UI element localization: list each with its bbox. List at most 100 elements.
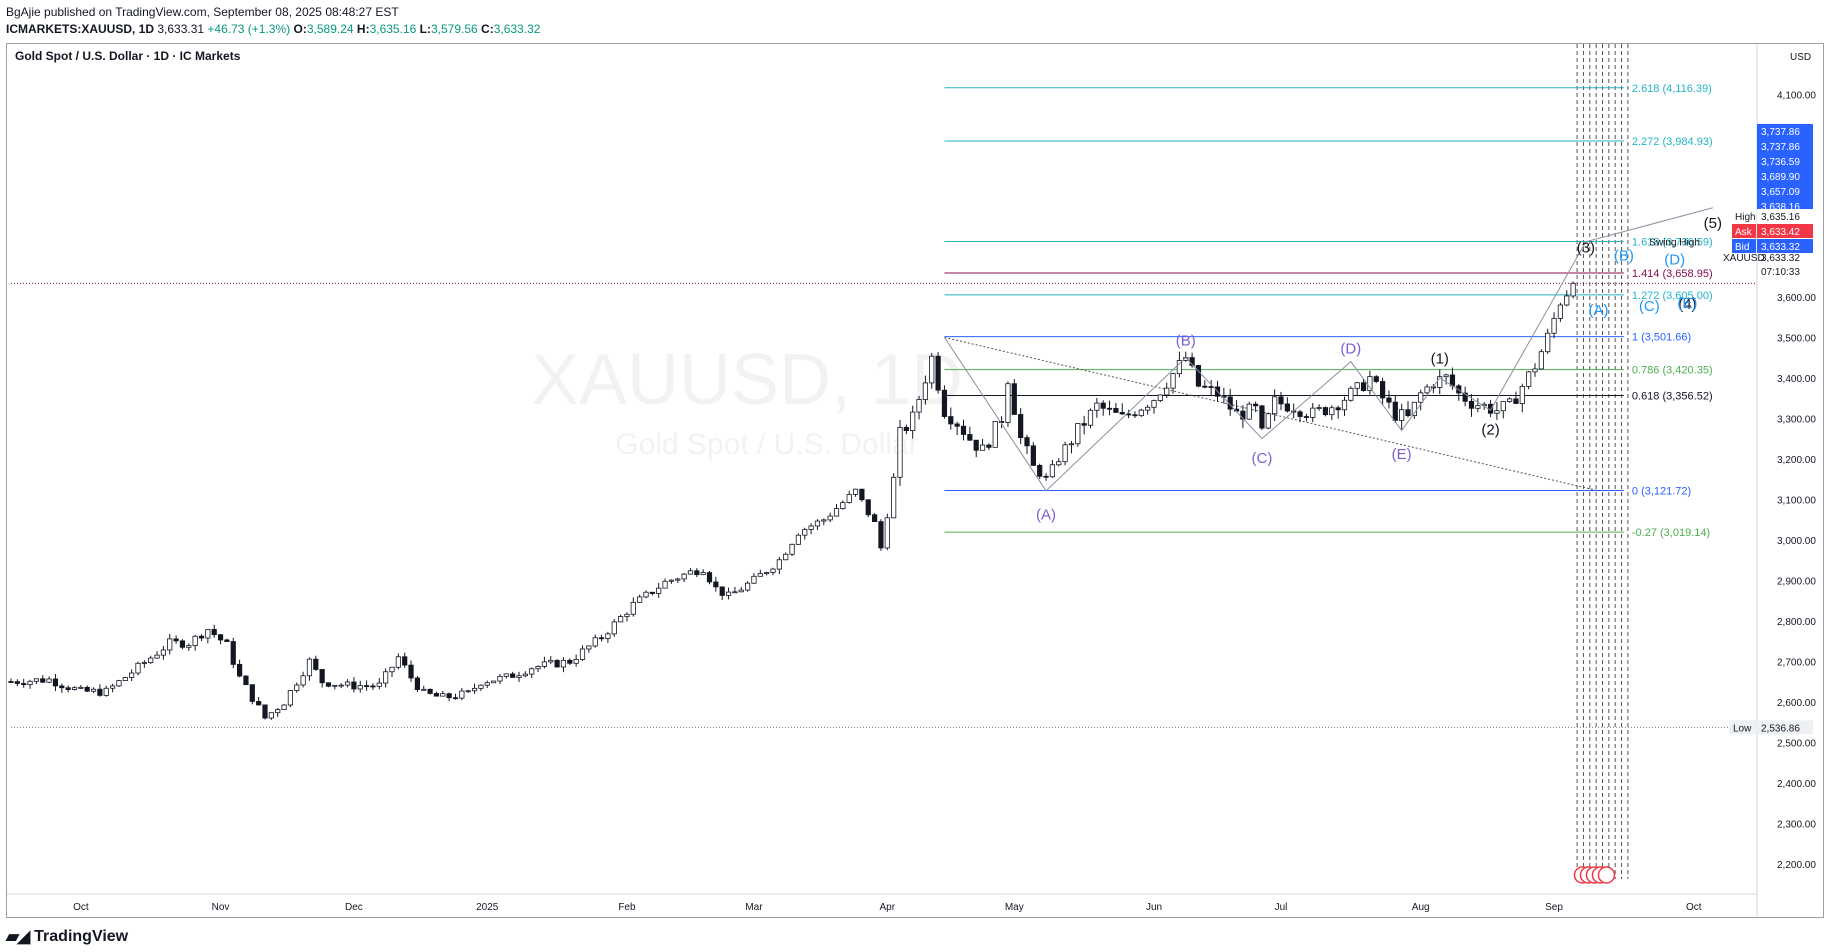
- candle-body[interactable]: [960, 425, 967, 435]
- candle-body[interactable]: [71, 687, 78, 690]
- candle-body[interactable]: [262, 704, 268, 719]
- candle-body[interactable]: [852, 488, 859, 495]
- candle-body[interactable]: [535, 666, 541, 670]
- price-chart[interactable]: Gold Spot / U.S. Dollar · 1D · IC Market…: [7, 44, 1823, 917]
- candle-body[interactable]: [1341, 399, 1348, 411]
- candle-body[interactable]: [217, 634, 224, 641]
- candle-body[interactable]: [1011, 383, 1017, 415]
- candle-body[interactable]: [1494, 410, 1500, 414]
- candle-body[interactable]: [154, 654, 160, 659]
- candle-body[interactable]: [992, 421, 998, 448]
- candle-body[interactable]: [814, 520, 821, 527]
- candle-body[interactable]: [465, 690, 471, 693]
- candle-body[interactable]: [1335, 407, 1341, 411]
- candle-body[interactable]: [319, 669, 325, 684]
- candle-body[interactable]: [586, 645, 592, 650]
- candle-body[interactable]: [1297, 411, 1303, 417]
- candle-body[interactable]: [1018, 414, 1024, 439]
- candle-body[interactable]: [795, 534, 802, 545]
- candle-body[interactable]: [999, 421, 1005, 423]
- candle-body[interactable]: [1068, 443, 1075, 446]
- candle-body[interactable]: [1462, 392, 1468, 402]
- candle-body[interactable]: [370, 685, 376, 688]
- candle-body[interactable]: [840, 502, 846, 509]
- candle-body[interactable]: [287, 690, 294, 706]
- candle-body[interactable]: [529, 668, 535, 675]
- candle-body[interactable]: [383, 671, 389, 684]
- candle-body[interactable]: [1151, 400, 1157, 408]
- candle-body[interactable]: [205, 629, 211, 639]
- candle-body[interactable]: [821, 519, 827, 522]
- candle-body[interactable]: [681, 573, 687, 580]
- candle-body[interactable]: [471, 687, 478, 692]
- candle-body[interactable]: [1253, 403, 1259, 407]
- candle-body[interactable]: [484, 682, 490, 686]
- candle-body[interactable]: [46, 678, 52, 683]
- candle-body[interactable]: [1037, 465, 1043, 477]
- candle-body[interactable]: [643, 591, 649, 598]
- candle-body[interactable]: [802, 529, 808, 536]
- candle-body[interactable]: [1075, 423, 1081, 445]
- candle-body[interactable]: [1030, 445, 1036, 466]
- candle-body[interactable]: [1500, 401, 1506, 412]
- candle-body[interactable]: [300, 675, 306, 686]
- candle-body[interactable]: [567, 659, 573, 664]
- candle-body[interactable]: [421, 688, 427, 691]
- candle-body[interactable]: [1322, 407, 1329, 416]
- candle-body[interactable]: [1195, 365, 1202, 387]
- candle-body[interactable]: [179, 640, 186, 648]
- candle-body[interactable]: [249, 684, 255, 702]
- candle-body[interactable]: [1570, 282, 1576, 297]
- candle-body[interactable]: [929, 355, 935, 384]
- candle-body[interactable]: [554, 659, 560, 668]
- candle-body[interactable]: [973, 439, 979, 451]
- candle-body[interactable]: [110, 685, 116, 689]
- candle-body[interactable]: [541, 661, 548, 667]
- candle-body[interactable]: [687, 570, 694, 575]
- candle-body[interactable]: [1360, 382, 1367, 391]
- candle-body[interactable]: [497, 675, 503, 682]
- candle-body[interactable]: [719, 586, 725, 596]
- candle-body[interactable]: [649, 591, 655, 594]
- candle-body[interactable]: [503, 673, 509, 677]
- candle-body[interactable]: [306, 658, 313, 677]
- candle-body[interactable]: [363, 685, 370, 687]
- candle-body[interactable]: [1056, 461, 1062, 466]
- candle-body[interactable]: [560, 659, 567, 668]
- candle-body[interactable]: [1507, 398, 1513, 402]
- candle-body[interactable]: [427, 688, 433, 694]
- candle-body[interactable]: [751, 575, 757, 584]
- candle-body[interactable]: [738, 589, 744, 593]
- chart-frame[interactable]: Gold Spot / U.S. Dollar · 1D · IC Market…: [6, 43, 1824, 918]
- candle-body[interactable]: [700, 572, 706, 576]
- candle-body[interactable]: [198, 635, 205, 639]
- candle-body[interactable]: [1265, 413, 1271, 429]
- candle-body[interactable]: [1132, 414, 1138, 417]
- candle-body[interactable]: [922, 382, 929, 400]
- candle-body[interactable]: [1538, 351, 1544, 370]
- candle-body[interactable]: [332, 684, 338, 687]
- candle-body[interactable]: [1392, 401, 1398, 421]
- candle-body[interactable]: [148, 657, 154, 663]
- candle-body[interactable]: [129, 672, 135, 678]
- candle-body[interactable]: [891, 476, 897, 519]
- candle-body[interactable]: [1094, 402, 1100, 411]
- candle-body[interactable]: [1443, 374, 1449, 378]
- candle-body[interactable]: [268, 712, 274, 719]
- candle-body[interactable]: [694, 570, 700, 576]
- candle-body[interactable]: [433, 693, 440, 697]
- candle-body[interactable]: [1316, 407, 1322, 409]
- candle-body[interactable]: [662, 580, 668, 589]
- candle-body[interactable]: [256, 701, 262, 706]
- candle-body[interactable]: [1005, 383, 1011, 423]
- candle-body[interactable]: [1240, 410, 1246, 420]
- candle-body[interactable]: [522, 673, 528, 677]
- candle-body[interactable]: [1100, 402, 1106, 409]
- candle-body[interactable]: [630, 601, 636, 615]
- candle-body[interactable]: [1157, 394, 1163, 401]
- candle-body[interactable]: [1176, 360, 1182, 375]
- candle-body[interactable]: [948, 416, 954, 425]
- candle-body[interactable]: [1373, 376, 1379, 382]
- candle-body[interactable]: [910, 411, 916, 432]
- candle-body[interactable]: [1303, 416, 1309, 418]
